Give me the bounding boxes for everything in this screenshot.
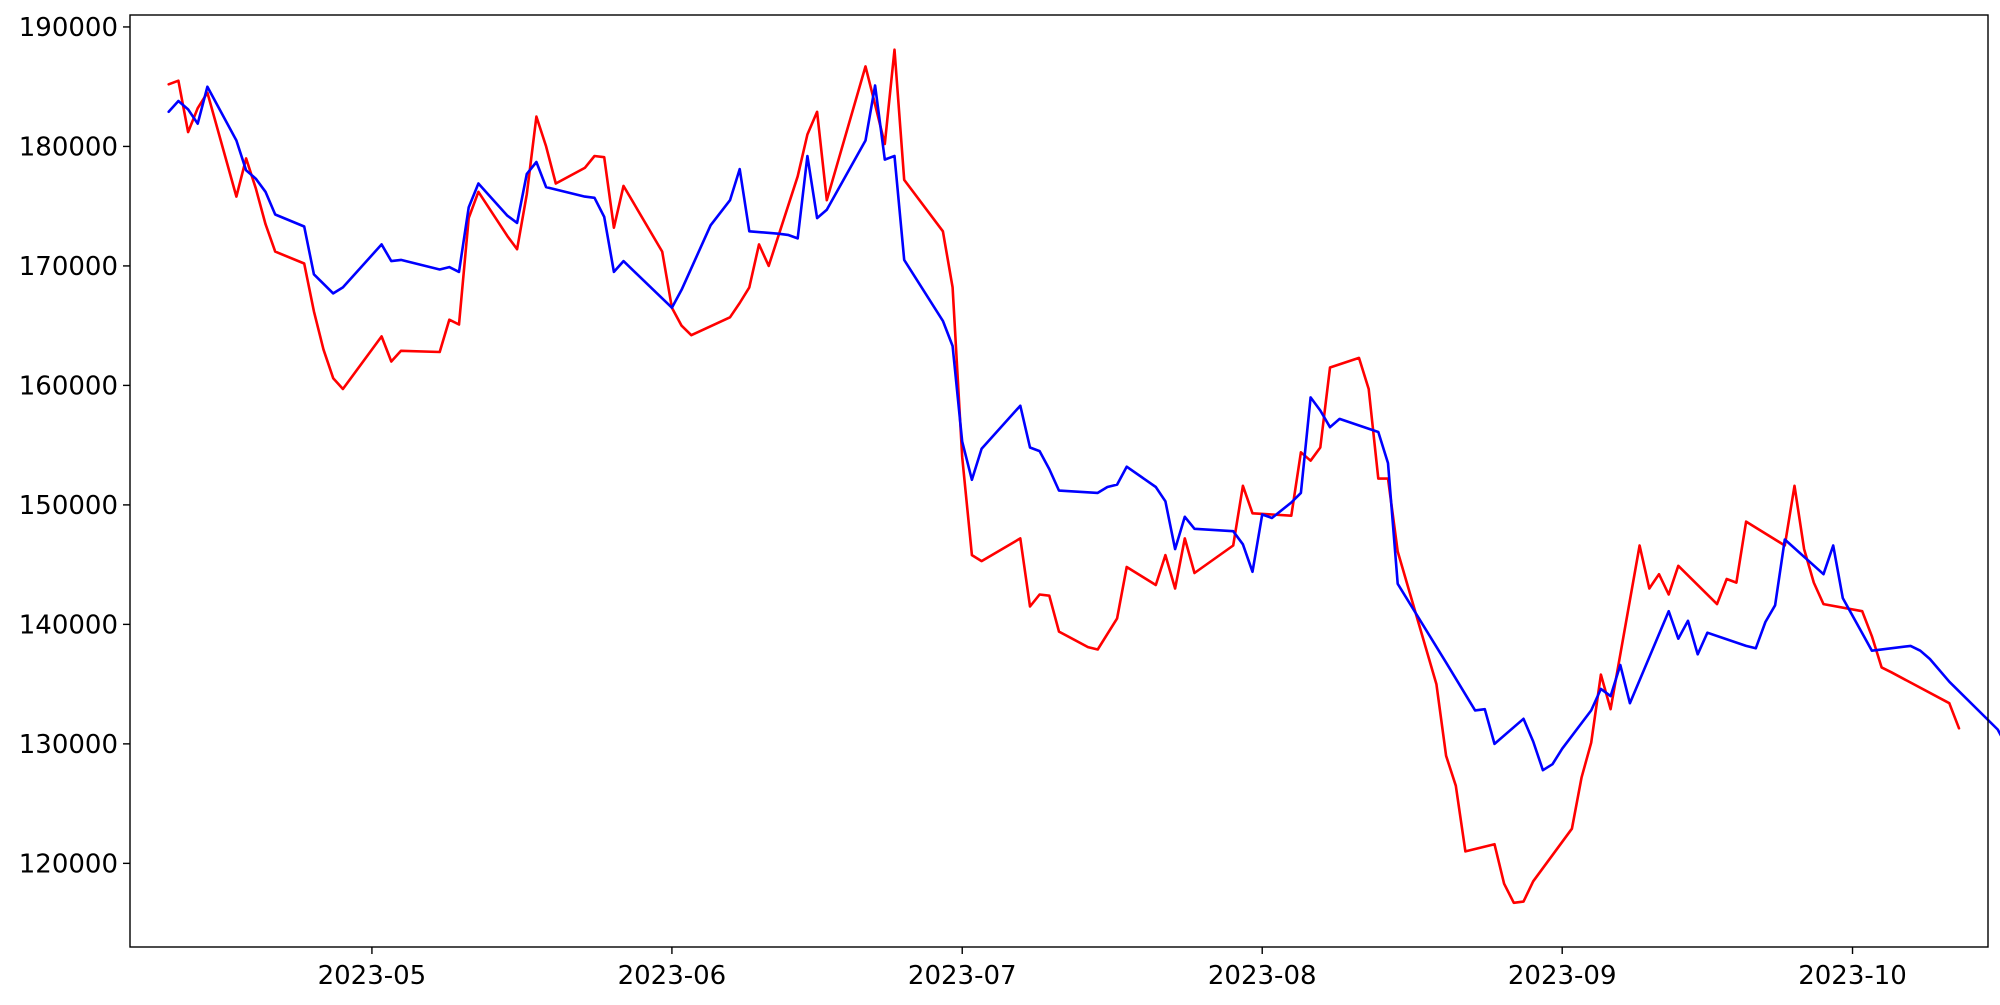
y-tick-label: 130000 <box>19 730 118 760</box>
y-tick-label: 140000 <box>19 610 118 640</box>
y-tick-label: 120000 <box>19 849 118 879</box>
x-tick-label: 2023-05 <box>318 961 427 991</box>
plot-frame <box>129 14 1989 948</box>
series-layer <box>167 48 2000 905</box>
y-tick-label: 190000 <box>19 13 118 43</box>
x-axis: 2023-05 2023-06 2023-07 2023-08 2023-09 2023-… <box>318 947 1907 991</box>
series-line-2 <box>167 84 2000 772</box>
y-tick-label: 160000 <box>19 371 118 401</box>
y-tick-label: 170000 <box>19 252 118 282</box>
series-line-1 <box>167 48 1961 905</box>
y-axis: 120000 130000 140000 150000 160000 170000 1800… <box>19 13 130 879</box>
x-tick-label: 2023-08 <box>1208 961 1317 991</box>
x-tick-label: 2023-07 <box>908 961 1017 991</box>
x-tick-label: 2023-06 <box>618 961 727 991</box>
x-tick-label: 2023-09 <box>1508 961 1617 991</box>
x-tick-label: 2023-10 <box>1798 961 1907 991</box>
y-tick-label: 150000 <box>19 491 118 521</box>
y-tick-label: 180000 <box>19 132 118 162</box>
